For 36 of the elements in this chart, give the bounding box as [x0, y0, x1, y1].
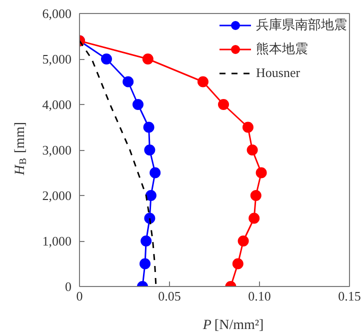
x-tick-label: 0.15 [338, 288, 361, 304]
y-axis-title: HB [mm] [13, 122, 29, 176]
point [122, 76, 134, 88]
point [238, 236, 249, 246]
point [140, 236, 152, 246]
legend-label: Housner [256, 65, 300, 81]
point [242, 122, 254, 133]
point [218, 99, 229, 110]
x-tick-label: 0.10 [248, 288, 271, 304]
point [250, 190, 262, 201]
y-tick-label: 1,000 [42, 234, 72, 248]
point [246, 144, 258, 156]
x-tick-label: 0.05 [158, 288, 181, 304]
point [142, 54, 154, 64]
y-tick-label: 5,000 [42, 52, 72, 66]
y-tick-label: 0 [65, 279, 72, 294]
x-tick-label: 0 [76, 288, 83, 304]
point [150, 167, 161, 178]
point [144, 212, 156, 224]
point [143, 122, 154, 133]
point [232, 258, 244, 270]
y-tick-label: 4,000 [42, 97, 72, 112]
point [248, 212, 260, 224]
legend-label: 兵庫県南部地震 [256, 16, 347, 34]
point [197, 76, 208, 88]
point [140, 258, 151, 270]
y-tick-label: 2,000 [42, 188, 72, 203]
point [144, 144, 156, 156]
point [101, 54, 112, 64]
point [132, 99, 144, 110]
point [145, 190, 156, 201]
y-tick-label: 3,000 [42, 142, 72, 158]
point [256, 167, 267, 178]
x-axis-title: P [N/mm²] [202, 318, 264, 332]
y-tick-label: 6,000 [42, 6, 72, 21]
legend-label: 熊本地震 [256, 40, 308, 58]
